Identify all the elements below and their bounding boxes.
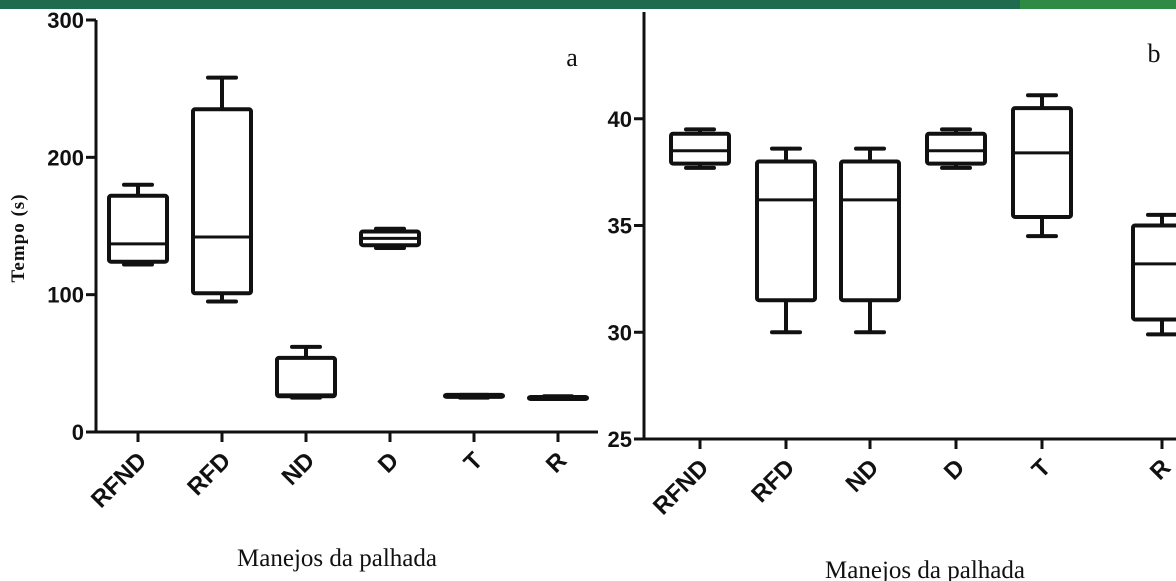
panel-b-x-axis-title: Manejos da palhada: [825, 557, 1025, 581]
panel-b-box-rfd: [755, 146, 817, 335]
panel-a-box-t: [443, 392, 505, 400]
panel-a-box-nd: [275, 344, 337, 400]
panel-b-box-rfnd: [669, 127, 731, 170]
interquartile-box: [669, 131, 731, 166]
interquartile-box: [1131, 223, 1176, 322]
interquartile-box: [1011, 106, 1073, 219]
top-header-band: [0, 0, 1176, 9]
panel-a-label: a: [566, 43, 578, 72]
panel-a-box-d: [359, 226, 421, 250]
panel-b-box-d: [925, 127, 987, 170]
panel-a-box-rfnd: [107, 182, 169, 267]
panel-a-y-tick-label: 100: [47, 283, 84, 308]
panel-b-y-tick-label: 40: [608, 107, 632, 132]
panel-a-y-tick-label: 200: [47, 145, 84, 170]
panel-b-y-tick-label: 35: [608, 214, 632, 239]
panel-a-box-rfd: [191, 75, 253, 304]
panel-b-label: b: [1148, 39, 1161, 68]
top-header-band-accent: [1020, 0, 1176, 9]
panel-b-box-r: [1131, 212, 1176, 337]
panel-b-y-tick-label: 30: [608, 320, 632, 345]
interquartile-box: [839, 159, 901, 303]
panel-a-y-axis-title: Tempo (s): [8, 193, 29, 282]
interquartile-box: [275, 355, 337, 399]
panel-b-box-nd: [839, 146, 901, 335]
interquartile-box: [107, 193, 169, 264]
interquartile-box: [925, 131, 987, 166]
panel-b-y-tick-label: 25: [608, 427, 632, 452]
panel-a-y-tick-label: 0: [72, 420, 84, 445]
panel-b-box-t: [1011, 93, 1073, 239]
interquartile-box: [191, 107, 253, 296]
panel-a-box-r: [527, 394, 589, 402]
panel-a-x-axis-title: Manejos da palhada: [237, 545, 437, 572]
panel-a-y-tick-label: 300: [47, 8, 84, 33]
interquartile-box: [755, 159, 817, 303]
